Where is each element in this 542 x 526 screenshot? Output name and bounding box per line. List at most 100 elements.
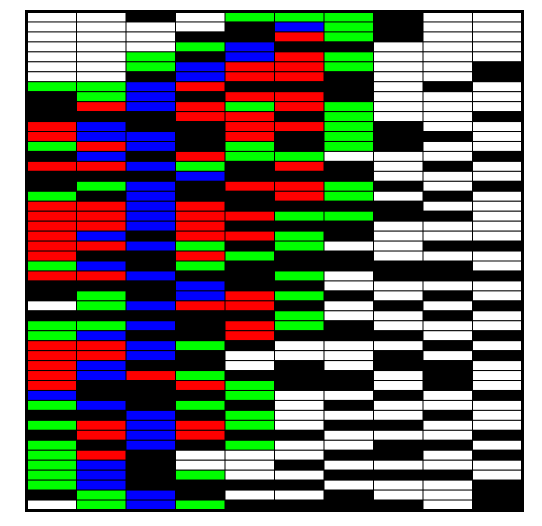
cell — [274, 419, 325, 431]
cell — [472, 230, 523, 242]
cell — [323, 21, 374, 33]
cell — [125, 180, 176, 192]
cell — [125, 200, 176, 212]
cell — [323, 220, 374, 232]
cell — [323, 260, 374, 272]
cell — [373, 399, 424, 411]
cell — [373, 61, 424, 73]
cell — [125, 71, 176, 83]
cell — [76, 240, 127, 252]
cell — [373, 180, 424, 192]
cell — [76, 150, 127, 162]
cell — [274, 399, 325, 411]
cell — [76, 230, 127, 242]
cell — [323, 389, 374, 401]
cell — [175, 409, 226, 421]
cell — [224, 380, 275, 391]
cell — [26, 61, 77, 73]
cell — [76, 160, 127, 172]
cell — [175, 489, 226, 501]
cell — [76, 350, 127, 362]
cell — [26, 340, 77, 352]
cell — [224, 81, 275, 93]
cell — [422, 160, 473, 172]
cell — [373, 489, 424, 501]
cell — [26, 300, 77, 312]
cell — [323, 360, 374, 372]
cell — [323, 370, 374, 382]
cell-grid — [26, 11, 523, 511]
cell — [175, 121, 226, 133]
cell — [26, 91, 77, 103]
cell — [472, 140, 523, 152]
cell — [373, 190, 424, 202]
cell — [472, 260, 523, 272]
cell — [224, 479, 275, 491]
cell — [274, 180, 325, 192]
cell — [323, 101, 374, 113]
cell — [422, 380, 473, 391]
cell — [323, 230, 374, 242]
cell — [76, 300, 127, 312]
cell — [175, 419, 226, 431]
cell — [125, 429, 176, 441]
cell — [274, 200, 325, 212]
cell — [76, 180, 127, 192]
cell — [422, 61, 473, 73]
cell — [76, 439, 127, 451]
cell — [274, 21, 325, 33]
cell — [76, 409, 127, 421]
cell — [175, 230, 226, 242]
cell — [125, 51, 176, 63]
cell — [373, 459, 424, 471]
cell — [224, 250, 275, 262]
cell — [76, 31, 127, 43]
cell — [274, 111, 325, 123]
cell — [175, 270, 226, 282]
cell — [175, 170, 226, 182]
cell — [274, 51, 325, 63]
cell — [175, 330, 226, 342]
cell — [224, 429, 275, 441]
cell — [472, 190, 523, 202]
cell — [76, 330, 127, 342]
cell — [373, 150, 424, 162]
cell — [175, 31, 226, 43]
cell — [26, 200, 77, 212]
cell — [422, 310, 473, 322]
cell — [323, 91, 374, 103]
cell — [472, 370, 523, 382]
cell — [472, 160, 523, 172]
cell — [224, 320, 275, 332]
cell — [472, 360, 523, 372]
cell — [175, 439, 226, 451]
cell — [472, 51, 523, 63]
cell — [472, 399, 523, 411]
cell — [224, 459, 275, 471]
cell — [125, 479, 176, 491]
cell — [323, 280, 374, 292]
cell — [175, 101, 226, 113]
cell — [175, 370, 226, 382]
cell — [76, 101, 127, 113]
cell — [323, 409, 374, 421]
cell — [422, 31, 473, 43]
cell — [175, 21, 226, 33]
cell — [274, 320, 325, 332]
cell — [472, 81, 523, 93]
cell — [224, 210, 275, 222]
cell — [323, 310, 374, 322]
cell — [76, 429, 127, 441]
cell — [373, 439, 424, 451]
cell — [422, 330, 473, 342]
cell — [274, 160, 325, 172]
cell — [422, 429, 473, 441]
cell — [472, 389, 523, 401]
cell — [422, 489, 473, 501]
cell — [224, 111, 275, 123]
cell — [422, 230, 473, 242]
cell — [274, 389, 325, 401]
cell — [125, 300, 176, 312]
cell — [26, 131, 77, 142]
